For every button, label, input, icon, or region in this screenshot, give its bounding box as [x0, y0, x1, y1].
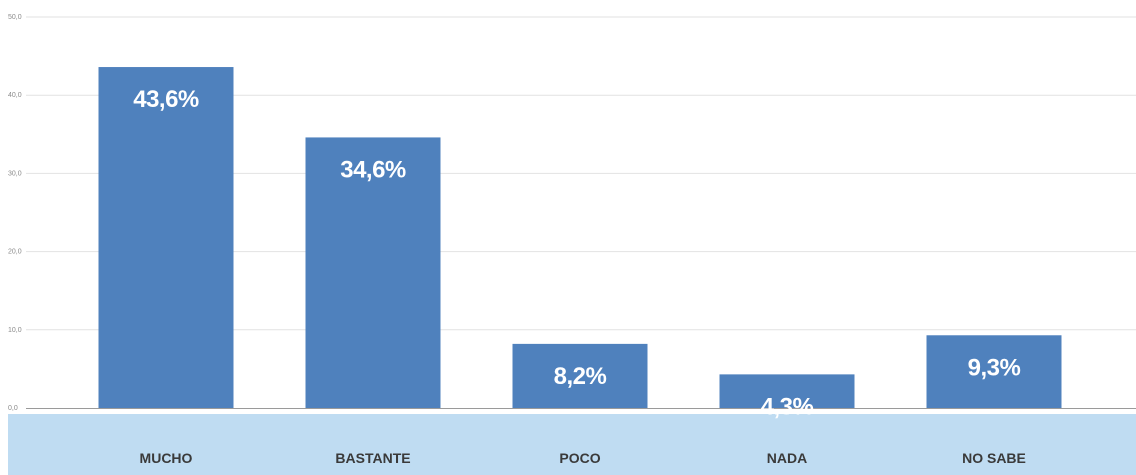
data-label: 8,2% [554, 363, 607, 390]
category-label: NO SABE [962, 450, 1026, 466]
category-label: BASTANTE [335, 450, 410, 466]
bars [98, 67, 1062, 409]
category-band [8, 414, 1136, 475]
y-tick-label: 40,0 [8, 92, 22, 99]
bar [719, 374, 855, 408]
data-label: 43,6% [133, 86, 199, 113]
category-label: POCO [559, 450, 600, 466]
y-tick-label: 0,0 [8, 405, 18, 412]
y-tick-label: 50,0 [8, 14, 22, 21]
category-label: NADA [767, 450, 807, 466]
data-label: 9,3% [968, 354, 1021, 381]
bar [98, 67, 234, 408]
y-tick-label: 20,0 [8, 249, 22, 256]
bar [305, 137, 441, 409]
y-tick-label: 10,0 [8, 327, 22, 334]
y-axis-ticks: 0,0 10,0 20,0 30,0 40,0 50,0 [8, 14, 22, 412]
data-label: 4,3% [761, 393, 814, 420]
bar [512, 343, 648, 408]
category-label: MUCHO [140, 450, 193, 466]
bar [926, 335, 1062, 408]
data-label: 34,6% [340, 156, 406, 183]
category-labels: MUCHO BASTANTE POCO NADA NO SABE [140, 450, 1026, 466]
data-labels: 43,6% 34,6% 8,2% 4,3% 9,3% [133, 86, 1021, 420]
y-tick-label: 30,0 [8, 170, 22, 177]
